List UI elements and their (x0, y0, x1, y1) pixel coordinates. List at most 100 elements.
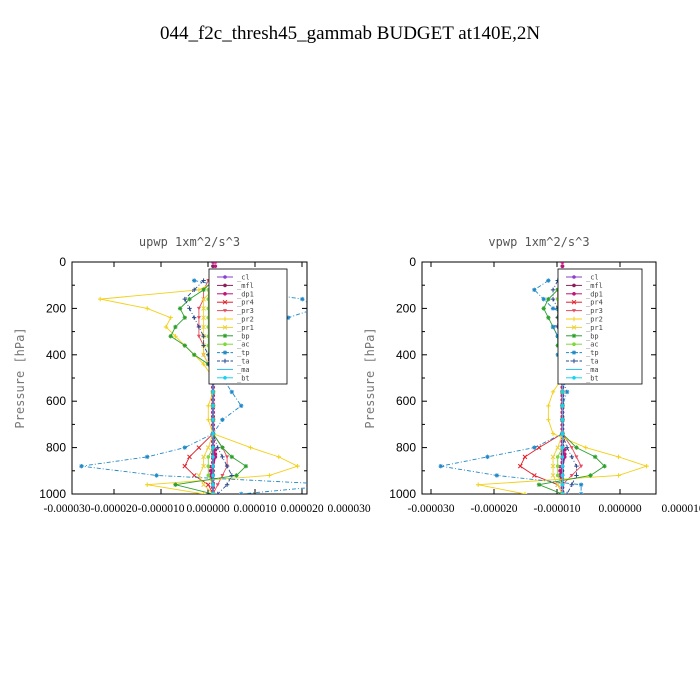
panel-title: upwp 1xm^2/s^3 (139, 235, 240, 249)
y-tick-label: 200 (396, 301, 416, 315)
data-point (182, 343, 187, 348)
legend-item: _ac (217, 341, 250, 349)
y-axis-label: Pressure [hPa] (363, 327, 377, 428)
data-point (192, 352, 197, 357)
legend-item: _pr3 (566, 307, 603, 315)
data-point (201, 463, 206, 469)
series-line (440, 280, 582, 494)
legend-item: _pr4 (217, 299, 254, 307)
x-tick-label: 0.000000 (598, 503, 641, 515)
data-point (531, 473, 537, 478)
legend-label: _mfl (586, 282, 603, 290)
data-point (173, 482, 178, 487)
data-point (206, 403, 211, 409)
legend-item: _tp (217, 349, 250, 357)
y-tick-label: 200 (46, 301, 66, 315)
data-point (569, 473, 574, 478)
data-point (574, 445, 579, 450)
data-point (286, 315, 291, 320)
legend-item: _ta (566, 358, 599, 366)
legend-marker (223, 309, 227, 313)
legend-label: _pr4 (586, 299, 603, 307)
data-point (578, 482, 584, 487)
data-point (564, 491, 570, 494)
legend-marker (572, 309, 576, 313)
data-point (560, 482, 565, 487)
data-point (173, 324, 178, 330)
data-point (98, 296, 103, 302)
data-point (201, 454, 206, 460)
data-point (494, 473, 500, 478)
data-point (177, 306, 183, 311)
legend-item: _dp1 (217, 290, 254, 298)
legend-label: _pr1 (237, 324, 254, 332)
data-point (79, 463, 84, 469)
data-point (574, 455, 579, 459)
legend-marker (571, 325, 577, 330)
data-point (201, 306, 206, 311)
legend-item: _pr3 (217, 307, 254, 315)
data-point (536, 482, 542, 487)
data-point (560, 455, 565, 459)
x-tick-label: 0.000010 (661, 503, 700, 515)
data-point (220, 473, 225, 478)
legend-item: _dp1 (566, 290, 603, 298)
data-point (560, 417, 565, 422)
data-point (550, 287, 556, 293)
data-point (211, 390, 215, 394)
legend-marker (571, 316, 577, 322)
y-tick-label: 600 (46, 394, 66, 408)
data-point (192, 315, 197, 320)
data-point (546, 296, 551, 302)
legend-label: _bp (586, 332, 599, 340)
legend-label: _ac (586, 341, 599, 349)
legend-marker (222, 316, 228, 322)
data-point (532, 445, 537, 450)
legend-label: _cl (237, 274, 250, 282)
legend-label: _cl (586, 274, 599, 282)
data-point (205, 445, 211, 450)
data-point (485, 454, 490, 460)
legend-item: _pr4 (566, 299, 603, 307)
data-point (213, 448, 218, 452)
data-point (215, 445, 220, 450)
data-point (201, 482, 206, 488)
data-point (187, 296, 192, 302)
data-point (579, 464, 584, 469)
y-tick-label: 1000 (39, 487, 66, 501)
legend-item: _pr2 (217, 316, 254, 324)
data-point (550, 454, 556, 460)
data-point (145, 454, 150, 460)
data-point (555, 455, 560, 459)
data-point (163, 324, 169, 330)
legend-label: _bt (237, 374, 250, 382)
legend-label: _pr2 (586, 316, 603, 324)
data-point (192, 287, 197, 293)
y-axis-label: Pressure [hPa] (13, 327, 27, 428)
legend-item: _bp (566, 332, 599, 340)
data-point (224, 463, 230, 469)
data-point (564, 445, 570, 450)
legend-marker (223, 292, 227, 296)
data-point (560, 262, 565, 264)
y-tick-label: 600 (396, 394, 416, 408)
data-point (215, 491, 220, 494)
data-point (560, 404, 565, 408)
data-point (196, 473, 202, 478)
data-point (592, 454, 598, 460)
data-point (532, 287, 537, 293)
legend-label: _dp1 (586, 290, 603, 298)
data-point (574, 463, 579, 469)
data-point (213, 452, 218, 456)
legend-item: _mfl (566, 282, 603, 290)
data-point (187, 306, 192, 311)
data-point (550, 431, 556, 436)
legend-label: _tp (586, 349, 599, 357)
data-point (560, 492, 565, 494)
legend-marker (222, 299, 228, 305)
data-point (522, 454, 528, 460)
data-point (574, 473, 579, 478)
data-point (206, 473, 211, 478)
legend-marker (571, 350, 577, 355)
